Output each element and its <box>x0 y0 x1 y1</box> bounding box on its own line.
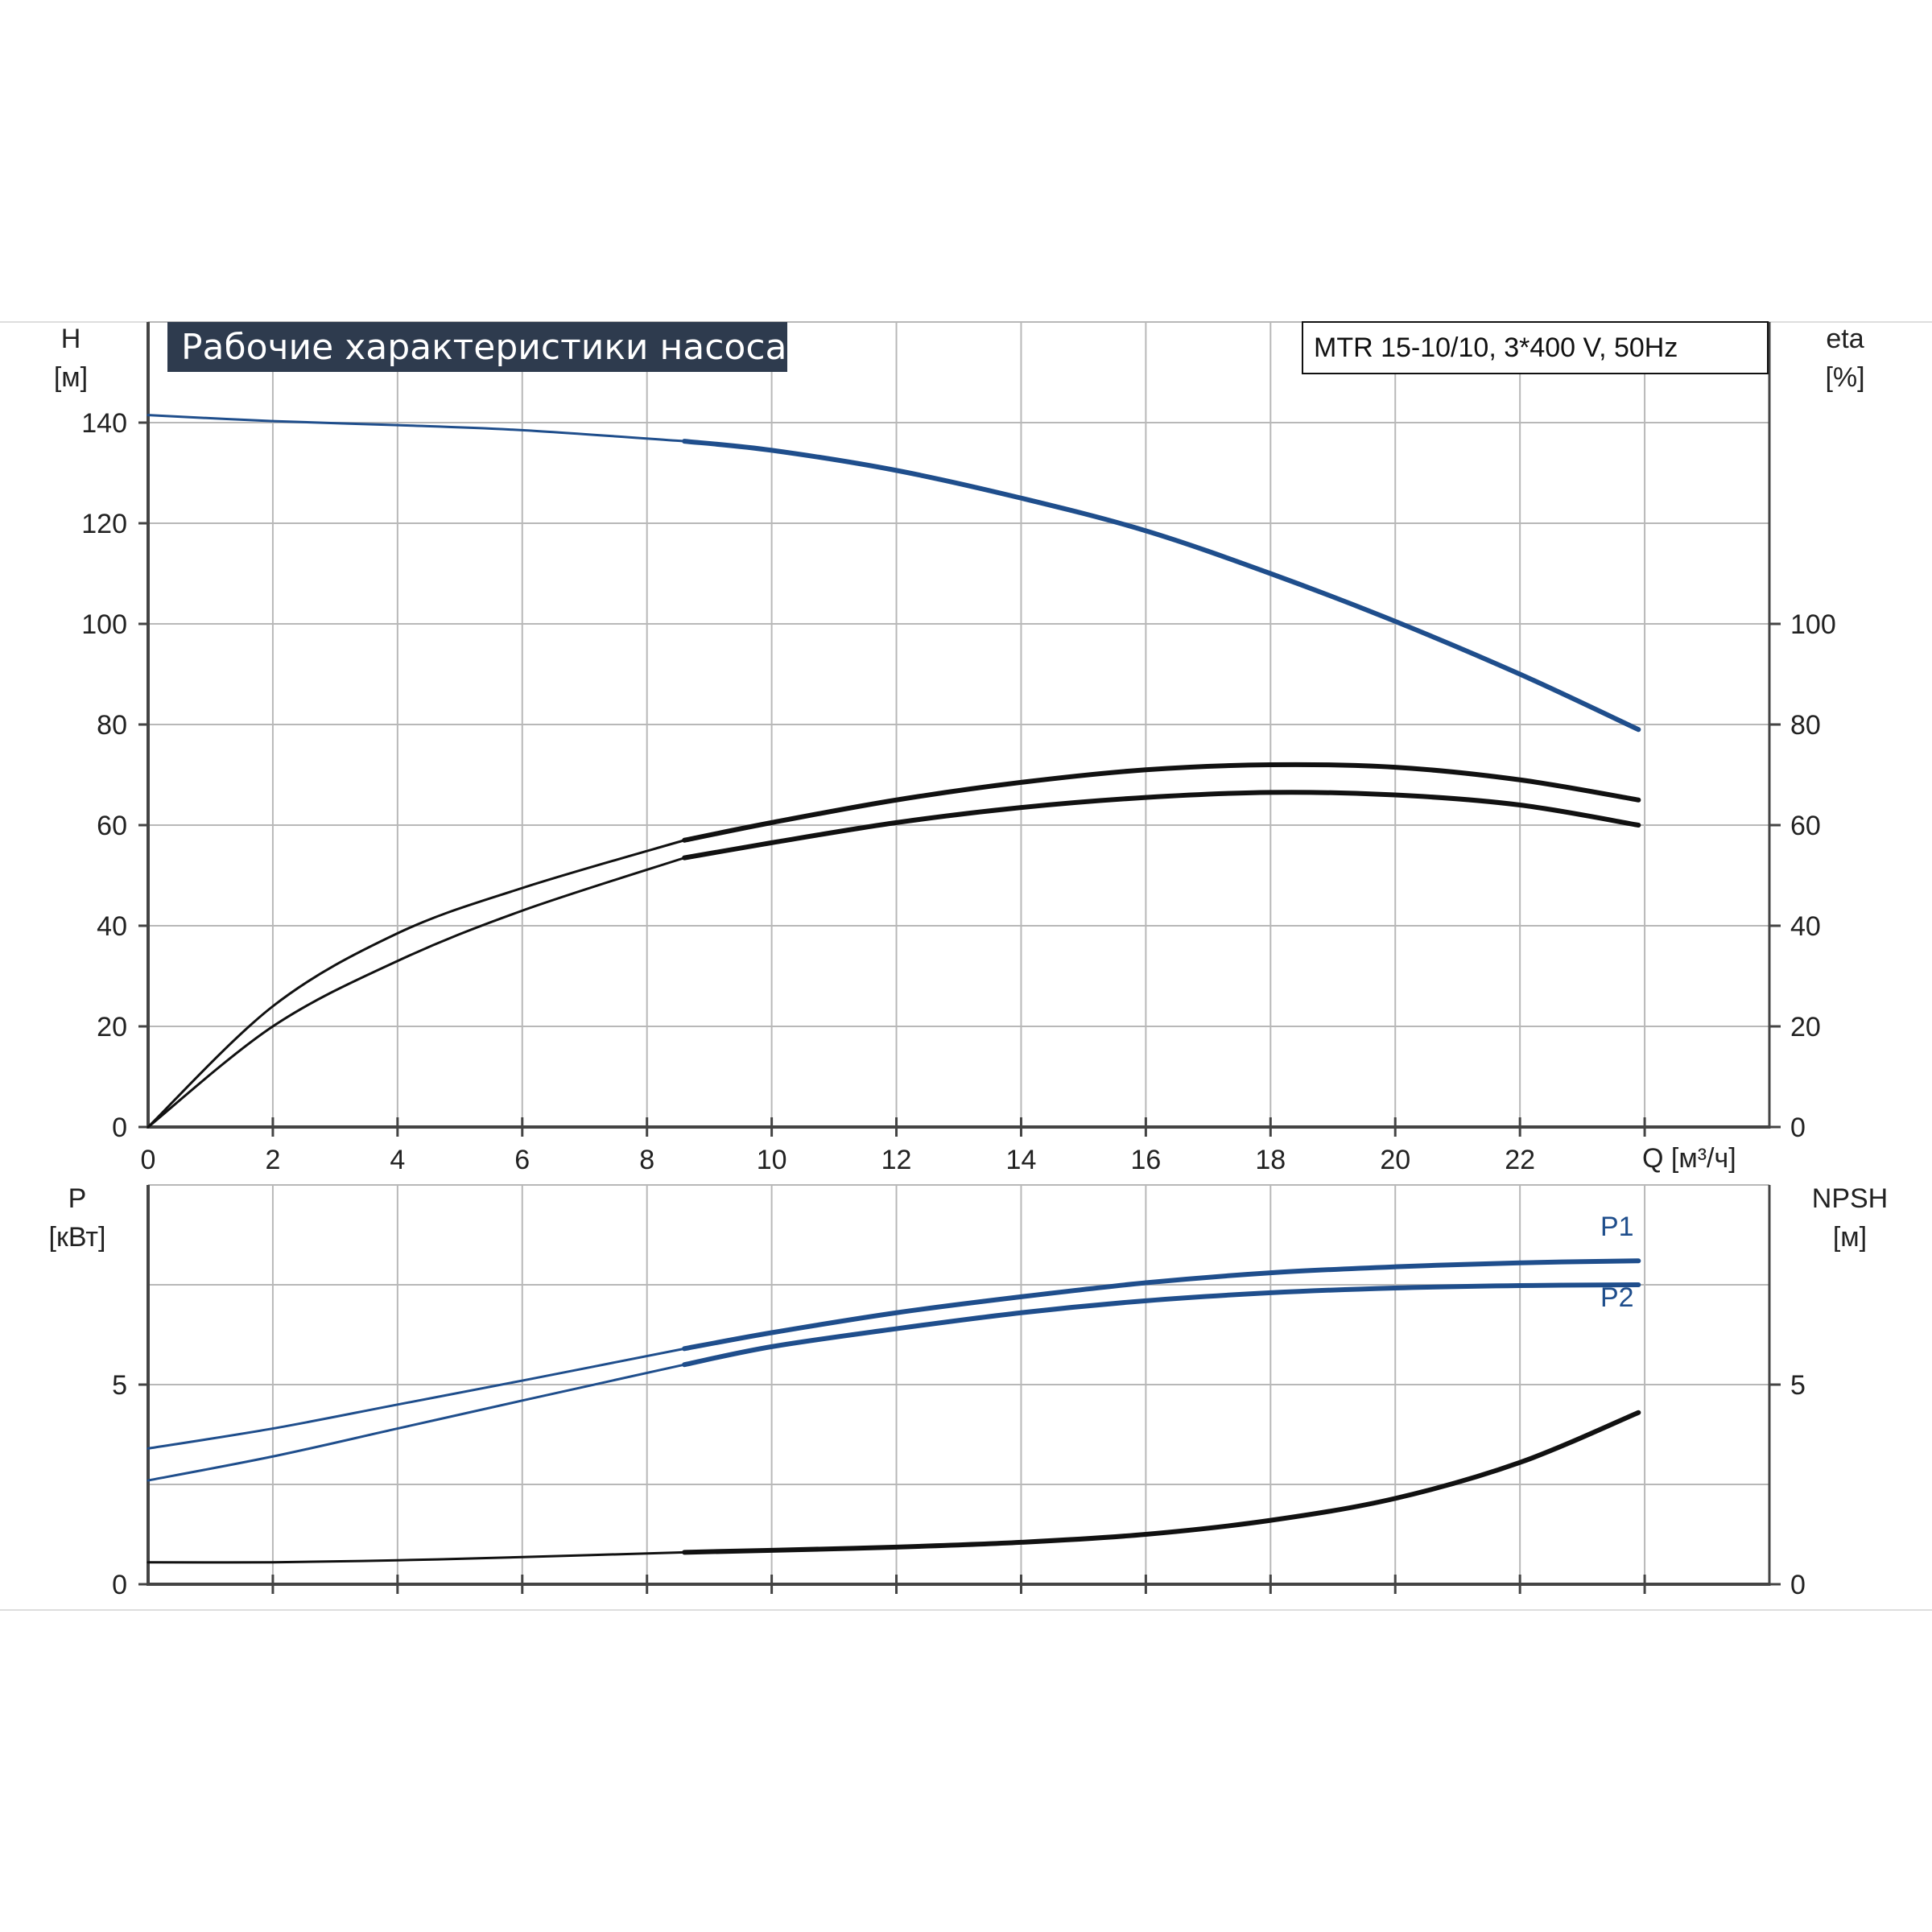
y2-tick-label: 60 <box>1790 811 1821 841</box>
x-tick-label: 22 <box>1505 1145 1535 1175</box>
y-tick-label: 0 <box>112 1113 127 1143</box>
y-axis-unit-p: [кВт] <box>49 1222 106 1253</box>
chart-title: Рабочие характеристики насоса <box>181 327 786 368</box>
y2-axis-label-eta: eta <box>1826 324 1864 354</box>
model-label: MTR 15-10/10, 3*400 V, 50Hz <box>1314 332 1678 363</box>
x-tick-label: 8 <box>639 1145 654 1175</box>
model-box <box>1302 321 1769 374</box>
x-tick-label: 16 <box>1130 1145 1161 1175</box>
x-tick-label: 2 <box>265 1145 280 1175</box>
y-tick-label: 60 <box>97 811 127 841</box>
y2-tick-label: 20 <box>1790 1012 1821 1042</box>
y-tick-label: 120 <box>81 509 127 539</box>
y-tick-label: 100 <box>81 609 127 640</box>
title-box <box>167 322 787 372</box>
y-tick-label: 0 <box>112 1570 127 1600</box>
x-tick-label: 10 <box>757 1145 787 1175</box>
head-efficiency-plot: 0 20 40 60 80 100 120 140 0 20 40 60 80 100 0 2 4 6 8 10 12 1… <box>54 321 1865 1175</box>
y-tick-label: 80 <box>97 710 127 741</box>
bottom-series <box>147 1258 1641 1564</box>
y2-tick-label: 0 <box>1790 1570 1806 1600</box>
series-line-1-operating <box>682 439 1641 733</box>
series-line-1 <box>147 414 686 443</box>
x-tick-label: 20 <box>1380 1145 1410 1175</box>
bottom-axes <box>138 1185 1781 1594</box>
x-axis-label-q: Q [м³/ч] <box>1642 1143 1736 1174</box>
series-line-2-operating <box>682 762 1641 843</box>
series-label-p2: P2 <box>1600 1282 1634 1313</box>
x-tick-label: 12 <box>881 1145 912 1175</box>
series-line-2-operating <box>682 1282 1641 1368</box>
top-tick-labels: 0 20 40 60 80 100 120 140 0 20 40 60 80 100 0 2 4 6 8 10 12 1… <box>81 408 1835 1175</box>
y2-tick-label: 5 <box>1790 1370 1806 1401</box>
power-npsh-plot: 0 5 0 5 P [кВт] NPSH [м] P1 P2 <box>49 1183 1889 1600</box>
y2-axis-label-npsh: NPSH <box>1812 1183 1888 1214</box>
series-line-1 <box>147 1347 686 1450</box>
y2-axis-unit-eta: [%] <box>1825 362 1864 393</box>
y2-axis-unit-npsh: [м] <box>1833 1222 1867 1253</box>
y-tick-label: 5 <box>112 1370 127 1401</box>
y-tick-label: 140 <box>81 408 127 439</box>
series-line-3-operating <box>682 790 1641 861</box>
series-line-3 <box>147 1550 686 1564</box>
y2-tick-label: 80 <box>1790 710 1821 741</box>
y-tick-label: 20 <box>97 1012 127 1042</box>
x-tick-label: 18 <box>1255 1145 1286 1175</box>
y2-tick-label: 40 <box>1790 911 1821 942</box>
x-tick-label: 4 <box>390 1145 405 1175</box>
bottom-grid <box>148 1184 1769 1584</box>
series-line-3-operating <box>682 1410 1641 1555</box>
y-axis-label-h: H <box>61 324 81 354</box>
y-axis-unit-h: [м] <box>54 362 88 393</box>
y2-tick-label: 100 <box>1790 609 1836 640</box>
y2-tick-label: 0 <box>1790 1113 1806 1143</box>
series-line-1-operating <box>682 1258 1641 1352</box>
top-grid <box>148 321 1769 1127</box>
series-line-2 <box>147 839 686 1129</box>
x-tick-label: 0 <box>141 1145 156 1175</box>
x-tick-label: 14 <box>1006 1145 1037 1175</box>
x-tick-label: 6 <box>514 1145 530 1175</box>
series-line-3 <box>147 857 686 1129</box>
series-label-p1: P1 <box>1600 1212 1634 1242</box>
y-axis-label-p: P <box>68 1183 87 1214</box>
series-line-2 <box>147 1363 686 1482</box>
y-tick-label: 40 <box>97 911 127 942</box>
top-series <box>147 414 1641 1129</box>
bottom-tick-labels: 0 5 0 5 <box>112 1370 1806 1600</box>
top-axes <box>138 322 1781 1137</box>
